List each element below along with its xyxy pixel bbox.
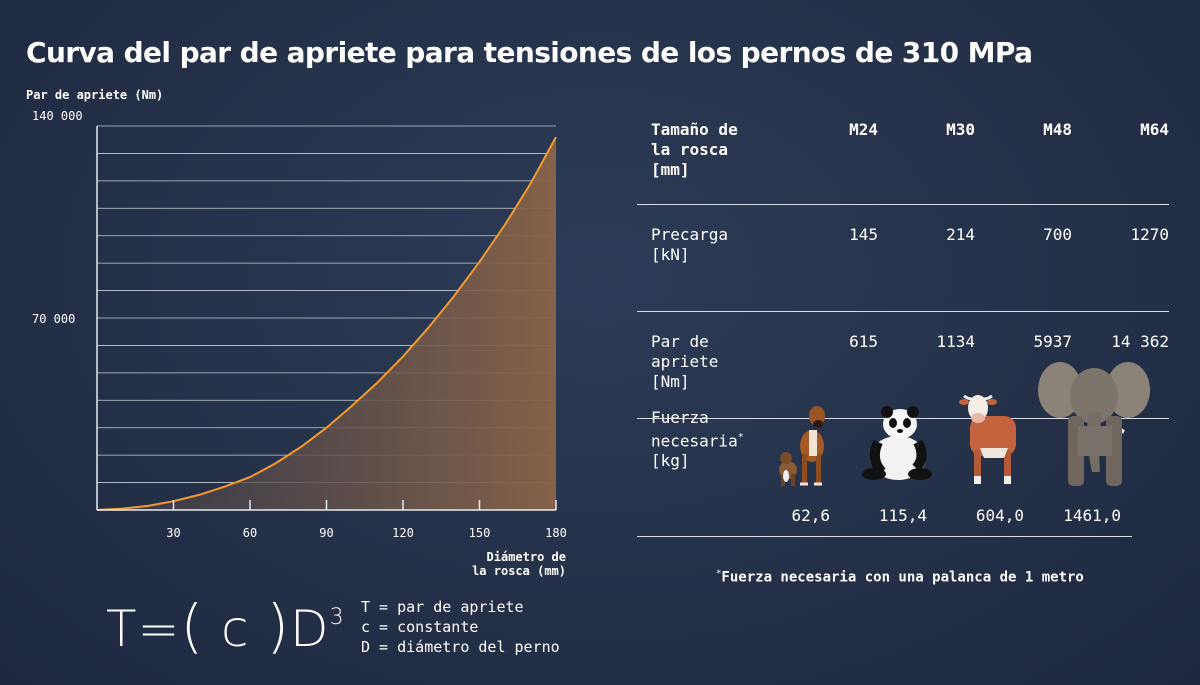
- torque-m24: 615: [849, 332, 878, 351]
- x-tick-label-150: 150: [468, 526, 491, 540]
- table-bottom-rule: [637, 536, 1132, 537]
- formula-equals: =: [137, 600, 181, 658]
- torque-label: Par de apriete [Nm]: [637, 332, 781, 419]
- x-axis-label-line1: Diámetro de: [486, 550, 566, 564]
- x-tick-label-90: 90: [319, 526, 334, 540]
- formula-c: c: [221, 600, 250, 658]
- preload-label-line1: Precarga: [651, 225, 729, 244]
- x-axis-label-line2: la rosca (mm): [472, 564, 566, 578]
- torque-label-line1: Par de: [651, 332, 709, 351]
- preload-m48: 700: [1043, 225, 1072, 244]
- panda-icon: [862, 406, 932, 480]
- force-label: Fuerza necesaria* [kg]: [651, 408, 744, 471]
- size-m48: M48: [1043, 120, 1072, 139]
- footnote-asterisk: *: [716, 569, 722, 579]
- force-m24: 62,6: [791, 506, 830, 525]
- elephant-icon: [1038, 362, 1150, 486]
- force-label-line2: necesaria: [651, 431, 738, 451]
- preload-m64: 1270: [1130, 225, 1169, 244]
- y-tick-label-140000: 140 000: [32, 109, 83, 123]
- x-tick-label-180: 180: [545, 526, 567, 540]
- formula-rparen: ): [266, 592, 291, 660]
- preload-m30: 214: [946, 225, 975, 244]
- formula-legend: T = par de apriete c = constante D = diá…: [361, 597, 560, 657]
- table-header-row: Tamaño de la rosca [mm] M24 M30 M48 M64: [637, 110, 1169, 205]
- header-label-line1: Tamaño de: [651, 120, 738, 139]
- torque-label-line3: [Nm]: [651, 372, 690, 391]
- force-m64: 1461,0: [1063, 506, 1121, 525]
- torque-chart: [96, 125, 557, 511]
- header-label: Tamaño de la rosca [mm]: [637, 110, 781, 205]
- y-tick-label-70000: 70 000: [32, 312, 76, 326]
- formula-T: T: [106, 600, 138, 658]
- x-tick-label-60: 60: [242, 526, 258, 540]
- size-m30: M30: [946, 120, 975, 139]
- preload-label-line2: [kN]: [651, 245, 690, 264]
- force-asterisk: *: [737, 432, 744, 443]
- table-rule: [637, 311, 1169, 312]
- cow-icon: [959, 394, 1016, 484]
- header-label-line2: la rosca: [651, 140, 729, 159]
- dog-icon: [779, 406, 825, 486]
- y-axis-label: Par de apriete (Nm): [26, 88, 164, 102]
- force-label-line3: [kg]: [651, 451, 690, 471]
- x-axis-label: Diámetro de la rosca (mm): [472, 550, 566, 578]
- row-gap: [637, 312, 1169, 332]
- legend-D: D = diámetro del perno: [361, 638, 560, 656]
- footnote: *Fuerza necesaria con una palanca de 1 m…: [716, 569, 1084, 586]
- header-label-line3: [mm]: [651, 160, 690, 179]
- force-label-line1: Fuerza: [651, 408, 709, 427]
- bolt-spec-table: Tamaño de la rosca [mm] M24 M30 M48 M64 …: [637, 110, 1169, 419]
- preload-row: Precarga [kN] 145 214 700 1270: [637, 225, 1169, 312]
- preload-label: Precarga [kN]: [637, 225, 781, 312]
- force-m48: 604,0: [975, 506, 1024, 525]
- torque-m48: 5937: [1033, 332, 1072, 351]
- torque-label-line2: apriete: [651, 352, 719, 371]
- legend-c: c = constante: [361, 618, 479, 636]
- preload-m24: 145: [849, 225, 878, 244]
- size-m24: M24: [849, 120, 878, 139]
- chart-title: Curva del par de apriete para tensiones …: [26, 36, 1033, 69]
- x-tick-label-120: 120: [392, 526, 414, 540]
- formula-lparen: (: [180, 592, 205, 660]
- torque-formula: T=( c )D3: [106, 592, 345, 660]
- footnote-text: Fuerza necesaria con una palanca de 1 me…: [721, 569, 1084, 586]
- formula-D: D: [290, 600, 330, 658]
- table-rule: [637, 204, 1169, 205]
- legend-T: T = par de apriete: [361, 598, 524, 616]
- row-gap: [637, 205, 1169, 225]
- force-m30: 115,4: [878, 506, 927, 525]
- formula-exponent: 3: [329, 605, 345, 630]
- torque-row: Par de apriete [Nm] 615 1134 5937 14 362: [637, 332, 1169, 419]
- size-m64: M64: [1140, 120, 1169, 139]
- torque-m64: 14 362: [1111, 332, 1169, 351]
- x-tick-label-30: 30: [166, 526, 181, 540]
- torque-area: [97, 137, 556, 510]
- torque-m30: 1134: [936, 332, 975, 351]
